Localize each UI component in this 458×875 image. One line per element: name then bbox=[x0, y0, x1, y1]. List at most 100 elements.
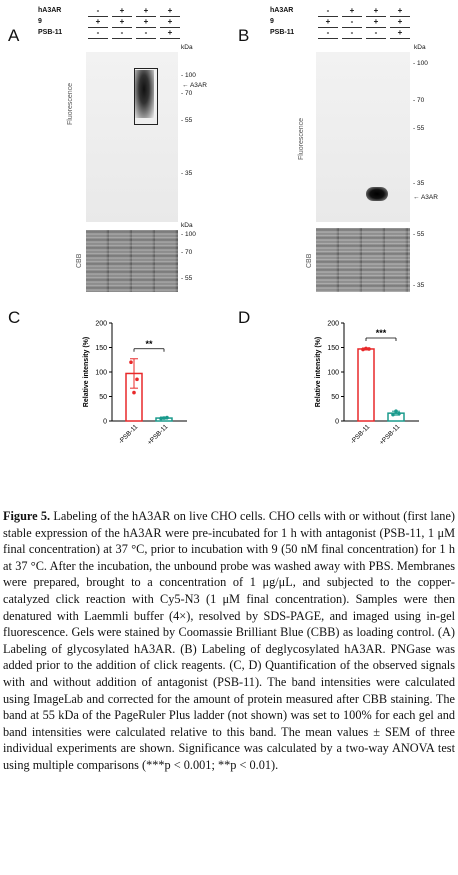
panel-b-band bbox=[366, 187, 388, 201]
panel-b-fluorescence-label: Fluorescence bbox=[298, 117, 305, 160]
data-point-0-0 bbox=[361, 347, 365, 352]
panel-a-cbb-marker-70: - 70 bbox=[181, 249, 193, 256]
panel-a-letter: A bbox=[8, 26, 20, 45]
panel-b-row-line-0-0 bbox=[318, 16, 338, 17]
panel-b-row-line-1-1 bbox=[342, 27, 362, 28]
y-tick-label-150: 150 bbox=[95, 345, 107, 352]
panel-a-row-label-1: 9 bbox=[38, 18, 42, 25]
panel-a-kda-label: kDa bbox=[181, 44, 193, 51]
panel-a-row-line-0-0 bbox=[88, 16, 108, 17]
panel-a-row-line-0-1 bbox=[112, 16, 132, 17]
panel-b-marker-100: - 100 bbox=[413, 60, 428, 67]
y-tick-label-150: 150 bbox=[327, 345, 339, 352]
data-point-0-2 bbox=[135, 377, 139, 382]
panel-b-sign-r1-l1: - bbox=[350, 17, 354, 26]
caption-lead: Figure 5. bbox=[3, 509, 51, 523]
panel-b-marker-55: - 55 bbox=[413, 125, 425, 132]
y-tick-label-50: 50 bbox=[331, 394, 339, 401]
panel-b-fluorescence-gel bbox=[316, 52, 410, 222]
panel-b-marker-70: - 70 bbox=[413, 97, 425, 104]
panel-a-row-line-1-2 bbox=[136, 27, 156, 28]
panel-b-sign-r1-l3: + bbox=[397, 17, 403, 26]
panel-b-sign-r1-l0: + bbox=[325, 17, 331, 26]
y-tick-label-200: 200 bbox=[95, 321, 107, 328]
panel-b-letter: B bbox=[238, 26, 250, 45]
panel-b-lane-line-1 bbox=[342, 38, 362, 39]
data-point-0-0 bbox=[129, 360, 133, 364]
panel-a-sign-r2-l0: - bbox=[96, 28, 100, 37]
panel-a-band bbox=[134, 70, 154, 118]
panel-b-row-line-0-1 bbox=[342, 16, 362, 17]
y-tick-label-200: 200 bbox=[327, 321, 339, 328]
y-tick-label-100: 100 bbox=[95, 370, 107, 377]
y-tick-label-0: 0 bbox=[335, 419, 339, 426]
panel-a-row-line-1-1 bbox=[112, 27, 132, 28]
panel-a-sign-r0-l2: + bbox=[143, 6, 149, 15]
panel-b-row-line-0-3 bbox=[390, 16, 410, 17]
bar-0 bbox=[357, 348, 375, 422]
panel-a-row-line-0-2 bbox=[136, 16, 156, 17]
data-point-1-0 bbox=[159, 416, 163, 421]
panel-a-fluorescence-label: Fluorescence bbox=[67, 82, 74, 125]
panel-b-row-label-0: hA3AR bbox=[270, 7, 294, 14]
x-tick-label-0: -PSB-11 bbox=[349, 423, 371, 445]
panel-a-row-label-2: PSB-11 bbox=[38, 29, 63, 36]
panel-a-sign-r2-l3: + bbox=[167, 28, 173, 37]
panel-b-row-label-2: PSB-11 bbox=[270, 29, 295, 36]
panel-a-cbb-marker-55: - 55 bbox=[181, 275, 193, 282]
caption-body: Labeling of the hA3AR on live CHO cells.… bbox=[3, 509, 455, 772]
significance-label: *** bbox=[376, 328, 387, 338]
panel-b-row-line-0-2 bbox=[366, 16, 386, 17]
data-point-1-0 bbox=[391, 412, 395, 417]
panel-a-marker-70: - 70 bbox=[181, 90, 193, 97]
significance-label: ** bbox=[145, 339, 153, 349]
panel-a-lane-line-3 bbox=[160, 38, 180, 39]
data-point-1-1 bbox=[162, 416, 166, 420]
panel-a-highlight-box bbox=[134, 68, 158, 125]
panel-b-lane-line-2 bbox=[366, 38, 386, 39]
panel-b-sign-r0-l1: + bbox=[349, 6, 355, 15]
y-tick-label-50: 50 bbox=[99, 394, 107, 401]
panel-a-row-line-1-0 bbox=[88, 27, 108, 28]
panel-a-lane-line-1 bbox=[112, 38, 132, 39]
x-tick-label-0: -PSB-11 bbox=[117, 423, 139, 445]
panel-b-row-label-1: 9 bbox=[270, 18, 274, 25]
panel-d-chart: 0 50 100 150 200 Relative intensity (%) -PSB-1… bbox=[315, 321, 419, 447]
panel-a-row-line-1-3 bbox=[160, 27, 180, 28]
figure-caption: Figure 5. Labeling of the hA3AR on live … bbox=[3, 508, 455, 774]
panel-a-sign-r1-l2: + bbox=[143, 17, 149, 26]
panel-a-sign-r0-l0: - bbox=[96, 6, 100, 15]
panel-a-lane-line-2 bbox=[136, 38, 156, 39]
panel-a-cbb-label: CBB bbox=[76, 253, 83, 268]
panel-b-row-line-1-2 bbox=[366, 27, 386, 28]
panel-b-sign-r2-l2: - bbox=[374, 28, 378, 37]
panel-b-sign-r1-l2: + bbox=[373, 17, 379, 26]
panel-a-sign-r0-l3: + bbox=[167, 6, 173, 15]
panel-b-lane-line-0 bbox=[318, 38, 338, 39]
panel-a-cbb-marker-100: - 100 bbox=[181, 231, 196, 238]
panel-b-sign-r0-l0: - bbox=[326, 6, 330, 15]
panel-b-sign-r0-l3: + bbox=[397, 6, 403, 15]
panel-b-cbb-marker-35: - 35 bbox=[413, 282, 425, 289]
panel-b-lane-line-3 bbox=[390, 38, 410, 39]
data-point-0-2 bbox=[367, 347, 371, 351]
panel-a-sign-r2-l2: - bbox=[144, 28, 148, 37]
panel-b-kda-label: kDa bbox=[414, 44, 426, 51]
panel-a-cbb-gel bbox=[86, 230, 178, 292]
panel-b-sign-r2-l3: + bbox=[397, 28, 403, 37]
panel-a-lane-line-0 bbox=[88, 38, 108, 39]
panel-b-cbb-gel bbox=[316, 228, 410, 292]
x-tick-label-1: +PSB-11 bbox=[378, 423, 401, 446]
panel-c-letter: C bbox=[8, 308, 21, 327]
panel-a-band-arrow: ← A3AR bbox=[182, 82, 207, 89]
panel-b-cbb-marker-55: - 55 bbox=[413, 231, 425, 238]
panel-a-sign-r0-l1: + bbox=[119, 6, 125, 15]
panel-d-letter: D bbox=[238, 308, 251, 327]
panel-a-row-label-0: hA3AR bbox=[38, 7, 62, 14]
panel-a-sign-r1-l1: + bbox=[119, 17, 125, 26]
panel-a-marker-100: - 100 bbox=[181, 72, 196, 79]
data-point-0-1 bbox=[364, 346, 368, 351]
panel-b-row-line-1-0 bbox=[318, 27, 338, 28]
panel-b-marker-35: - 35 bbox=[413, 180, 425, 187]
panel-b-row-line-1-3 bbox=[390, 27, 410, 28]
